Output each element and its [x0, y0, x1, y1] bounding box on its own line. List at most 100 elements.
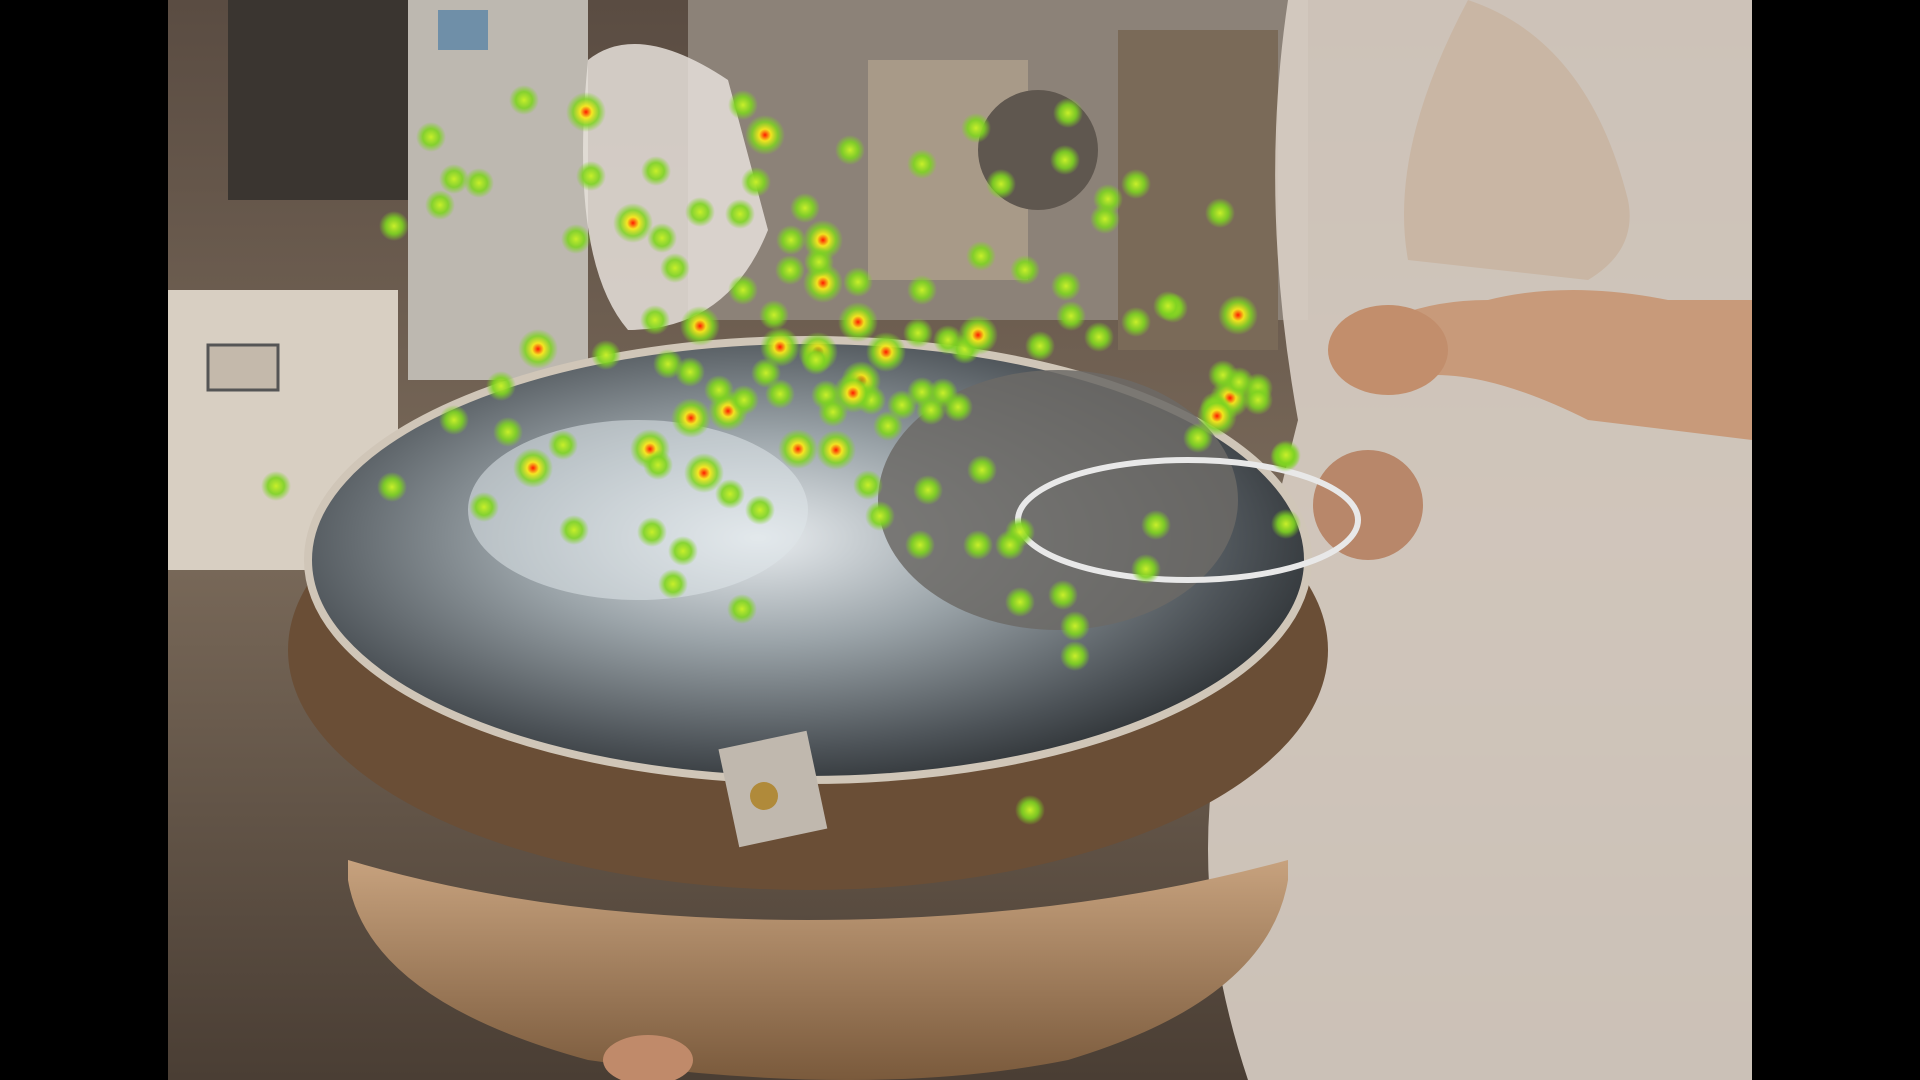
heatmap-fixation — [1025, 331, 1055, 361]
heatmap-fixation — [486, 371, 516, 401]
heatmap-fixation — [640, 305, 670, 335]
heatmap-fixation — [1051, 271, 1081, 301]
heatmap-fixation — [1060, 611, 1090, 641]
heatmap-fixation — [1205, 198, 1235, 228]
worker-hand-upper — [1328, 305, 1448, 395]
heatmap-fixation-hot — [778, 429, 818, 469]
heatmap-fixation — [668, 536, 698, 566]
heatmap-fixation — [853, 470, 883, 500]
heatmap-fixation-hot — [684, 453, 724, 493]
heatmap-fixation — [1243, 385, 1273, 415]
heatmap-fixation — [660, 253, 690, 283]
heatmap-fixation — [1015, 795, 1045, 825]
heatmap-fixation — [905, 530, 935, 560]
heatmap-fixation — [728, 275, 758, 305]
heatmap-fixation — [873, 411, 903, 441]
heatmap-fixation — [1141, 510, 1171, 540]
heatmap-fixation — [1121, 169, 1151, 199]
scene-svg — [168, 0, 1752, 1080]
heatmap-fixation — [1271, 509, 1301, 539]
heatmap-fixation-hot — [745, 115, 785, 155]
gaze-heatmap — [261, 85, 1301, 825]
heatmap-fixation — [759, 300, 789, 330]
heatmap-fixation — [765, 379, 795, 409]
heatmap-fixation-hot — [518, 329, 558, 369]
heatmap-fixation — [995, 530, 1025, 560]
worker-arm — [1358, 290, 1752, 440]
table-base-rim — [348, 860, 1288, 1080]
heatmap-fixation — [1053, 98, 1083, 128]
heatmap-fixation — [493, 417, 523, 447]
heatmap-fixation-hot — [816, 430, 856, 470]
heatmap-fixation — [1090, 204, 1120, 234]
heatmap-fixation — [643, 450, 673, 480]
heatmap-fixation — [261, 471, 291, 501]
heatmap-fixation — [704, 375, 734, 405]
heatmap-fixation — [1010, 255, 1040, 285]
heatmap-fixation — [377, 472, 407, 502]
heatmap-fixation — [1048, 580, 1078, 610]
heatmap-fixation-hot — [613, 203, 653, 243]
heatmap-fixation — [1271, 440, 1301, 470]
heatmap-fixation — [591, 340, 621, 370]
heatmap-fixation — [727, 594, 757, 624]
heatmap-fixation — [966, 241, 996, 271]
heatmap-fixation — [439, 164, 469, 194]
heatmap-fixation — [907, 149, 937, 179]
heatmap-fixation — [1050, 145, 1080, 175]
heatmap-fixation — [835, 135, 865, 165]
letterbox-left — [0, 0, 168, 1080]
heatmap-fixation — [1005, 587, 1035, 617]
heatmap-fixation — [728, 90, 758, 120]
heatmap-fixation — [559, 515, 589, 545]
video-frame — [168, 0, 1752, 1080]
heatmap-fixation — [963, 530, 993, 560]
heatmap-fixation — [641, 156, 671, 186]
heatmap-fixation — [745, 495, 775, 525]
heatmap-fixation — [675, 357, 705, 387]
heatmap-fixation — [741, 167, 771, 197]
heatmap-fixation — [576, 161, 606, 191]
heatmap-fixation — [865, 501, 895, 531]
heatmap-fixation — [379, 211, 409, 241]
heatmap-fixation — [1056, 301, 1086, 331]
heatmap-fixation — [715, 479, 745, 509]
letterbox-right — [1752, 0, 1920, 1080]
heatmap-fixation — [509, 85, 539, 115]
heatmap-fixation — [469, 492, 499, 522]
heatmap-fixation-hot — [513, 448, 553, 488]
heatmap-fixation — [801, 345, 831, 375]
heatmap-fixation — [729, 385, 759, 415]
heatmap-fixation-hot — [680, 306, 720, 346]
heatmap-fixation — [658, 569, 688, 599]
table-reflection — [468, 420, 808, 600]
heatmap-fixation — [818, 397, 848, 427]
heatmap-fixation-hot — [838, 302, 878, 342]
heatmap-fixation-hot — [1218, 295, 1258, 335]
worker-arm-upper — [1404, 0, 1630, 280]
heatmap-fixation — [790, 193, 820, 223]
heatmap-fixation — [647, 223, 677, 253]
heatmap-fixation — [986, 169, 1016, 199]
machine-display — [438, 10, 488, 50]
heatmap-fixation — [464, 168, 494, 198]
heatmap-fixation — [416, 122, 446, 152]
worker-hand-bottom-left — [603, 1035, 693, 1080]
heatmap-fixation — [425, 190, 455, 220]
heatmap-fixation — [967, 455, 997, 485]
heatmap-fixation-hot — [671, 398, 711, 438]
worker-plastic-apron-left — [583, 44, 768, 330]
heatmap-fixation — [725, 199, 755, 229]
heatmap-fixation — [561, 224, 591, 254]
wall-outlet — [206, 343, 280, 392]
heatmap-fixation — [1060, 641, 1090, 671]
heatmap-fixation-hot — [566, 92, 606, 132]
heatmap-fixation — [961, 113, 991, 143]
worker-hand-lower — [1313, 450, 1423, 560]
machine-panel-grey — [408, 0, 588, 380]
heatmap-fixation — [685, 197, 715, 227]
heatmap-fixation — [548, 430, 578, 460]
table-bolt — [750, 782, 778, 810]
heatmap-fixation — [913, 475, 943, 505]
